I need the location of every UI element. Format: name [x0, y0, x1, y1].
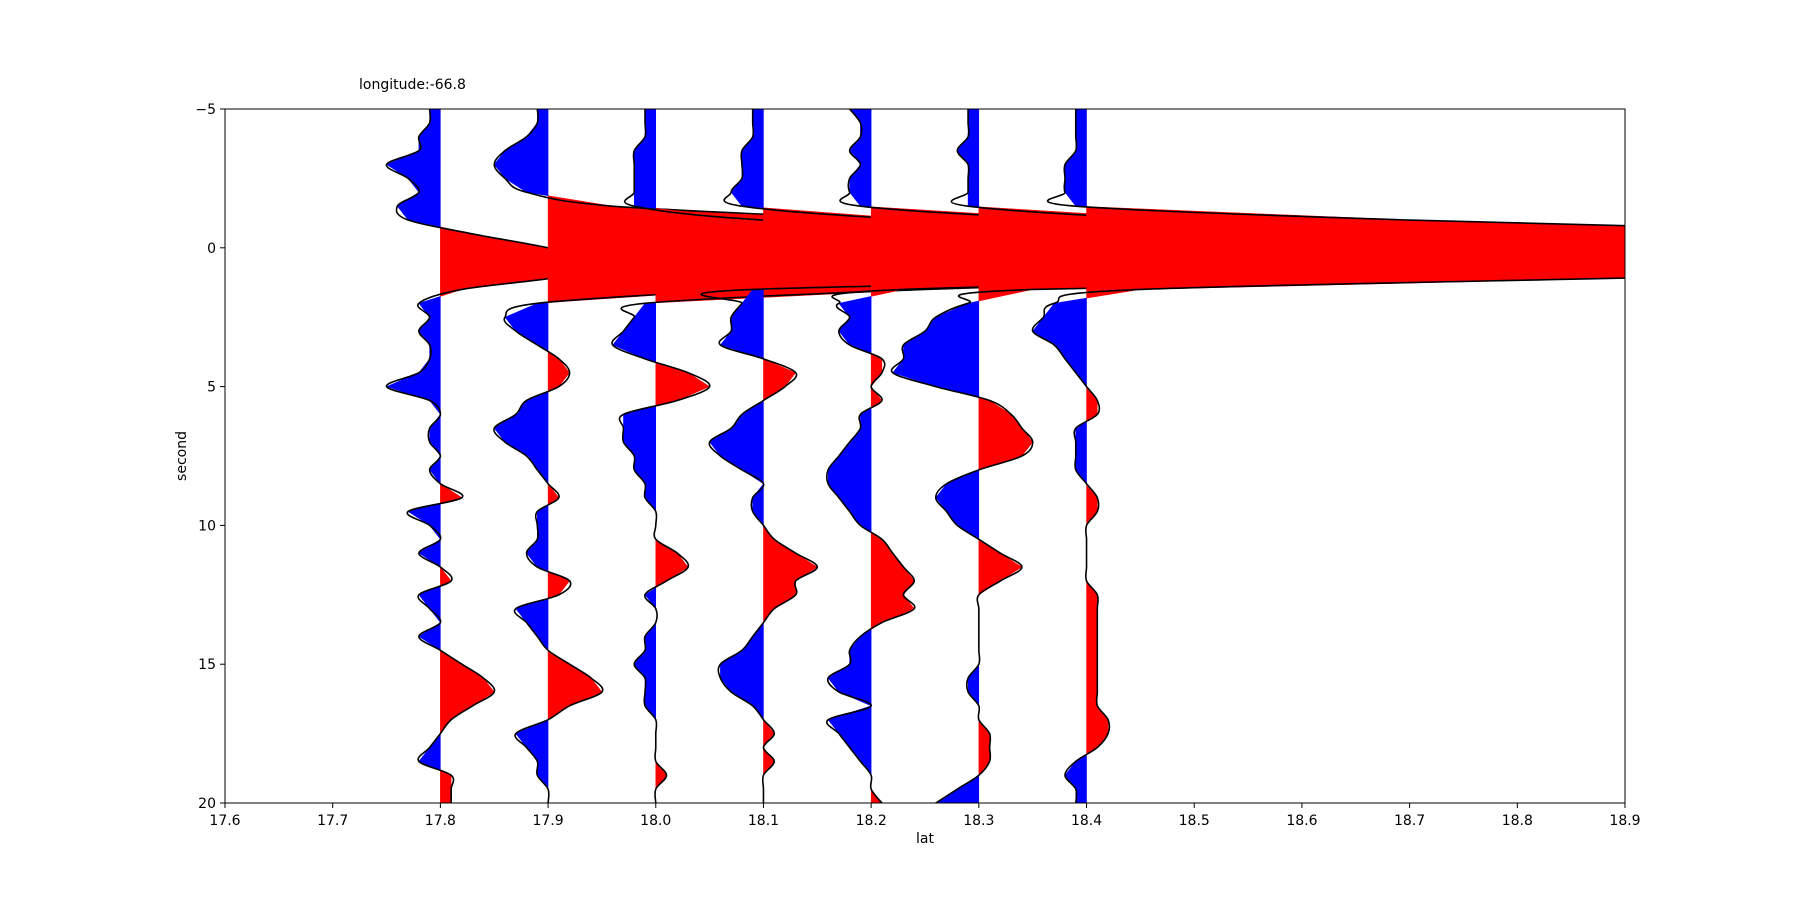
positive-fill: [763, 207, 1625, 776]
y-axis: −5 0 5 10 15 20: [195, 102, 225, 812]
y-axis-label: second: [174, 431, 190, 481]
x-tick-label: 18.3: [963, 813, 994, 829]
y-tick-label: 0: [207, 241, 216, 257]
x-tick-label: 17.6: [209, 813, 240, 829]
x-tick-label: 18.2: [856, 813, 887, 829]
positive-fill: [870, 206, 1625, 803]
y-tick-label: 15: [198, 657, 216, 673]
chart-title: longitude:-66.8: [359, 77, 466, 93]
x-axis: 17.6 17.7 17.8 17.9 18.0 18.1 18.2 18.3 18.4 18.5…: [209, 803, 1641, 829]
y-tick-label: 5: [207, 380, 216, 396]
trace-outline: [1031, 109, 1625, 803]
negative-fill: [708, 109, 764, 721]
positive-fill: [1086, 206, 1625, 755]
positive-fill: [655, 208, 1604, 790]
x-tick-label: 18.8: [1502, 813, 1533, 829]
plot-frame: [224, 108, 1626, 804]
negative-fill: [385, 109, 441, 771]
y-tick-label: 20: [198, 796, 216, 812]
trace-outline: [385, 109, 604, 803]
x-axis-label: lat: [916, 831, 934, 847]
traces-group: [385, 109, 1625, 803]
x-tick-label: 18.4: [1071, 813, 1102, 829]
x-tick-label: 17.9: [532, 813, 563, 829]
y-tick-label: −5: [195, 102, 216, 118]
negative-fill: [612, 109, 657, 721]
x-tick-label: 18.1: [748, 813, 779, 829]
trace-18.4: [1031, 109, 1625, 803]
x-tick-label: 17.8: [425, 813, 456, 829]
x-tick-label: 17.7: [317, 813, 348, 829]
negative-fill: [493, 109, 549, 790]
trace-17.8: [385, 109, 604, 803]
x-tick-label: 18.0: [640, 813, 671, 829]
x-tick-label: 18.9: [1609, 813, 1640, 829]
x-tick-label: 18.5: [1179, 813, 1210, 829]
x-tick-label: 18.7: [1394, 813, 1425, 829]
trace-18.3: [890, 109, 1625, 803]
y-tick-label: 10: [198, 518, 216, 534]
x-tick-label: 18.6: [1286, 813, 1317, 829]
